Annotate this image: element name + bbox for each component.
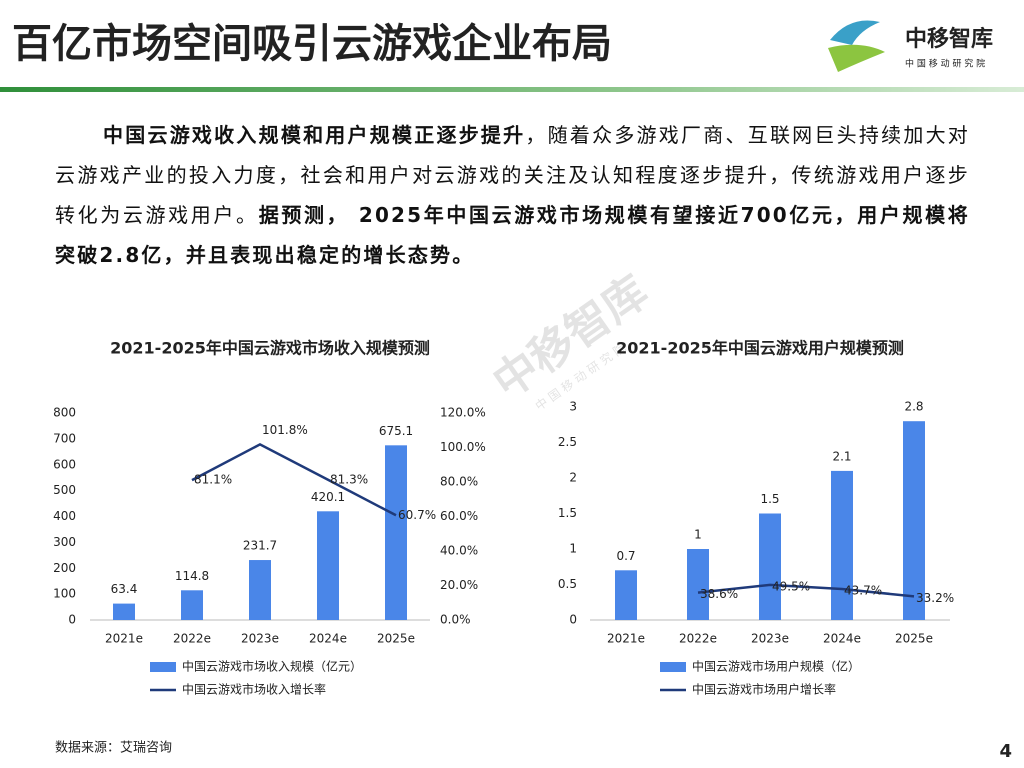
y-tick-label: 3 — [569, 400, 577, 414]
x-tick-label: 2021e — [607, 632, 645, 646]
logo-name: 中移智库 — [905, 26, 993, 52]
bar-value-label: 0.7 — [616, 549, 635, 563]
line-value-label: 33.2% — [916, 591, 954, 605]
bar-value-label: 63.4 — [111, 582, 138, 596]
line-value-label: 81.1% — [194, 473, 232, 487]
bar — [615, 570, 637, 620]
logo-subtitle: 中 国 移 动 研 究 院 — [905, 58, 985, 70]
y-tick-label: 2.5 — [558, 435, 577, 449]
x-tick-label: 2022e — [173, 632, 211, 646]
bar-value-label: 2.8 — [904, 400, 923, 414]
y-tick-label: 300 — [53, 535, 76, 549]
body-paragraph: 中国云游戏收入规模和用户规模正逐步提升，随着众多游戏厂商、互联网巨头持续加大对云… — [55, 115, 970, 275]
bar-value-label: 114.8 — [175, 569, 209, 583]
slide-title: 百亿市场空间吸引云游戏企业布局 — [12, 21, 612, 67]
bar-value-label: 675.1 — [379, 424, 413, 438]
x-tick-label: 2021e — [105, 632, 143, 646]
bar — [181, 590, 203, 620]
paragraph-run: 中国云游戏收入规模和用户规模正逐步提升 — [103, 123, 526, 147]
y2-tick-label: 60.0% — [440, 509, 478, 523]
bar-value-label: 2.1 — [832, 449, 851, 463]
chart-title: 2021-2025年中国云游戏市场收入规模预测 — [110, 339, 430, 358]
legend-label: 中国云游戏市场收入规模（亿元） — [182, 659, 362, 674]
y2-tick-label: 80.0% — [440, 475, 478, 489]
y2-tick-label: 120.0% — [440, 406, 486, 420]
y-tick-label: 2 — [569, 471, 577, 485]
line-value-label: 38.6% — [700, 587, 738, 601]
y-tick-label: 400 — [53, 509, 76, 523]
y-tick-label: 700 — [53, 431, 76, 445]
y2-tick-label: 20.0% — [440, 578, 478, 592]
bar — [759, 513, 781, 620]
bar-value-label: 420.1 — [311, 490, 345, 504]
y-tick-label: 1.5 — [558, 506, 577, 520]
y2-tick-label: 100.0% — [440, 440, 486, 454]
y2-tick-label: 40.0% — [440, 544, 478, 558]
y-tick-label: 0 — [569, 613, 577, 627]
y-tick-label: 800 — [53, 406, 76, 420]
line — [697, 583, 915, 598]
bar — [831, 470, 853, 620]
y-tick-label: 0.5 — [558, 577, 577, 591]
bar-value-label: 1.5 — [760, 492, 779, 506]
line-value-label: 101.8% — [262, 423, 308, 437]
x-tick-label: 2025e — [895, 632, 933, 646]
x-tick-label: 2024e — [823, 632, 861, 646]
x-tick-label: 2025e — [377, 632, 415, 646]
title-rule — [0, 87, 1024, 92]
page-number: 4 — [999, 741, 1012, 762]
bar — [113, 603, 135, 620]
bar — [249, 560, 271, 620]
y-tick-label: 0 — [68, 613, 76, 627]
bar — [317, 511, 339, 620]
x-tick-label: 2023e — [241, 632, 279, 646]
legend-label: 中国云游戏市场用户增长率 — [692, 682, 836, 697]
bar-value-label: 231.7 — [243, 539, 277, 553]
bar-value-label: 1 — [694, 528, 702, 542]
line — [191, 442, 397, 517]
y-tick-label: 500 — [53, 483, 76, 497]
y-tick-label: 200 — [53, 561, 76, 575]
chart-title: 2021-2025年中国云游戏用户规模预测 — [616, 339, 904, 358]
paragraph-run: ，随着众多游戏厂商、互联网巨头持续加大对云游戏产业的投入力度，社会和用户对云游戏… — [55, 123, 970, 227]
x-tick-label: 2022e — [679, 632, 717, 646]
y-tick-label: 1 — [569, 542, 577, 556]
legend-swatch — [150, 662, 176, 672]
line-value-label: 49.5% — [772, 579, 810, 593]
legend-label: 中国云游戏市场收入增长率 — [182, 682, 326, 697]
bar — [385, 445, 407, 620]
bar — [903, 421, 925, 620]
legend-label: 中国云游戏市场用户规模（亿） — [692, 659, 860, 674]
legend-swatch — [660, 662, 686, 672]
y-tick-label: 100 — [53, 587, 76, 601]
paragraph-run: 据预测， 2025年中国云游戏市场规模有望接近700亿元，用户规模将突破2.8亿… — [55, 203, 970, 267]
line-value-label: 43.7% — [844, 583, 882, 597]
logo-icon — [828, 20, 885, 72]
x-tick-label: 2023e — [751, 632, 789, 646]
line-value-label: 81.3% — [330, 472, 368, 486]
y-tick-label: 600 — [53, 457, 76, 471]
bar — [687, 549, 709, 620]
x-tick-label: 2024e — [309, 632, 347, 646]
y2-tick-label: 0.0% — [440, 613, 471, 627]
line-value-label: 60.7% — [398, 508, 436, 522]
source: 数据来源：艾瑞咨询 — [55, 741, 172, 756]
